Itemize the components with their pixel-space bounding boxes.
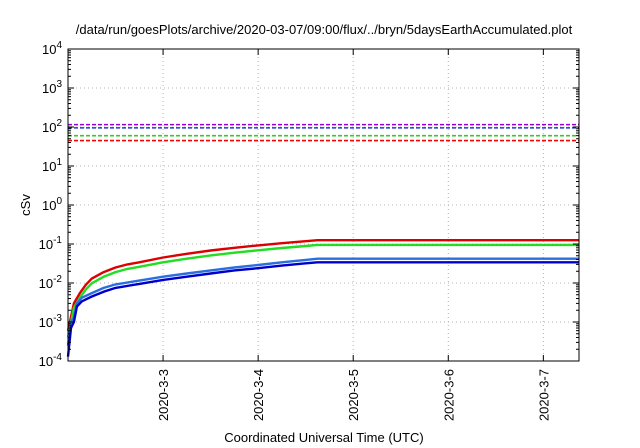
- grid: [68, 49, 579, 361]
- y-tick-label: 104: [42, 40, 62, 57]
- y-tick-label: 10-4: [39, 352, 63, 369]
- y-tick-label: 10-1: [39, 235, 63, 252]
- x-tick-label: 2020-3-3: [156, 369, 171, 421]
- series-line: [66, 261, 579, 357]
- threshold-lines: [68, 123, 579, 142]
- y-axis-label: cSv: [18, 194, 33, 216]
- x-tick-label: 2020-3-4: [251, 369, 266, 421]
- y-tick-label: 100: [42, 196, 62, 213]
- y-tick-label: 10-3: [39, 313, 63, 330]
- x-tick-label: 2020-3-7: [536, 369, 551, 421]
- x-axis-label: Coordinated Universal Time (UTC): [224, 430, 423, 445]
- x-tick-label: 2020-3-5: [346, 369, 361, 421]
- x-tick-label: 2020-3-6: [441, 369, 456, 421]
- y-tick-label: 10-2: [39, 274, 63, 291]
- y-tick-label: 103: [42, 79, 62, 96]
- tick-marks: [68, 48, 579, 362]
- y-tick-labels: 10-4 10-3 10-2 10-1 100 101 102 103 104: [39, 40, 63, 369]
- series-lines: [66, 239, 579, 357]
- y-tick-label: 102: [42, 118, 62, 135]
- series-line: [66, 257, 579, 346]
- series-line: [66, 243, 579, 338]
- y-tick-label: 101: [42, 157, 62, 174]
- x-tick-labels: 2020-3-3 2020-3-4 2020-3-5 2020-3-6 2020-3-7: [156, 369, 551, 421]
- chart-title: /data/run/goesPlots/archive/2020-03-07/0…: [76, 22, 573, 37]
- series-line: [66, 239, 579, 331]
